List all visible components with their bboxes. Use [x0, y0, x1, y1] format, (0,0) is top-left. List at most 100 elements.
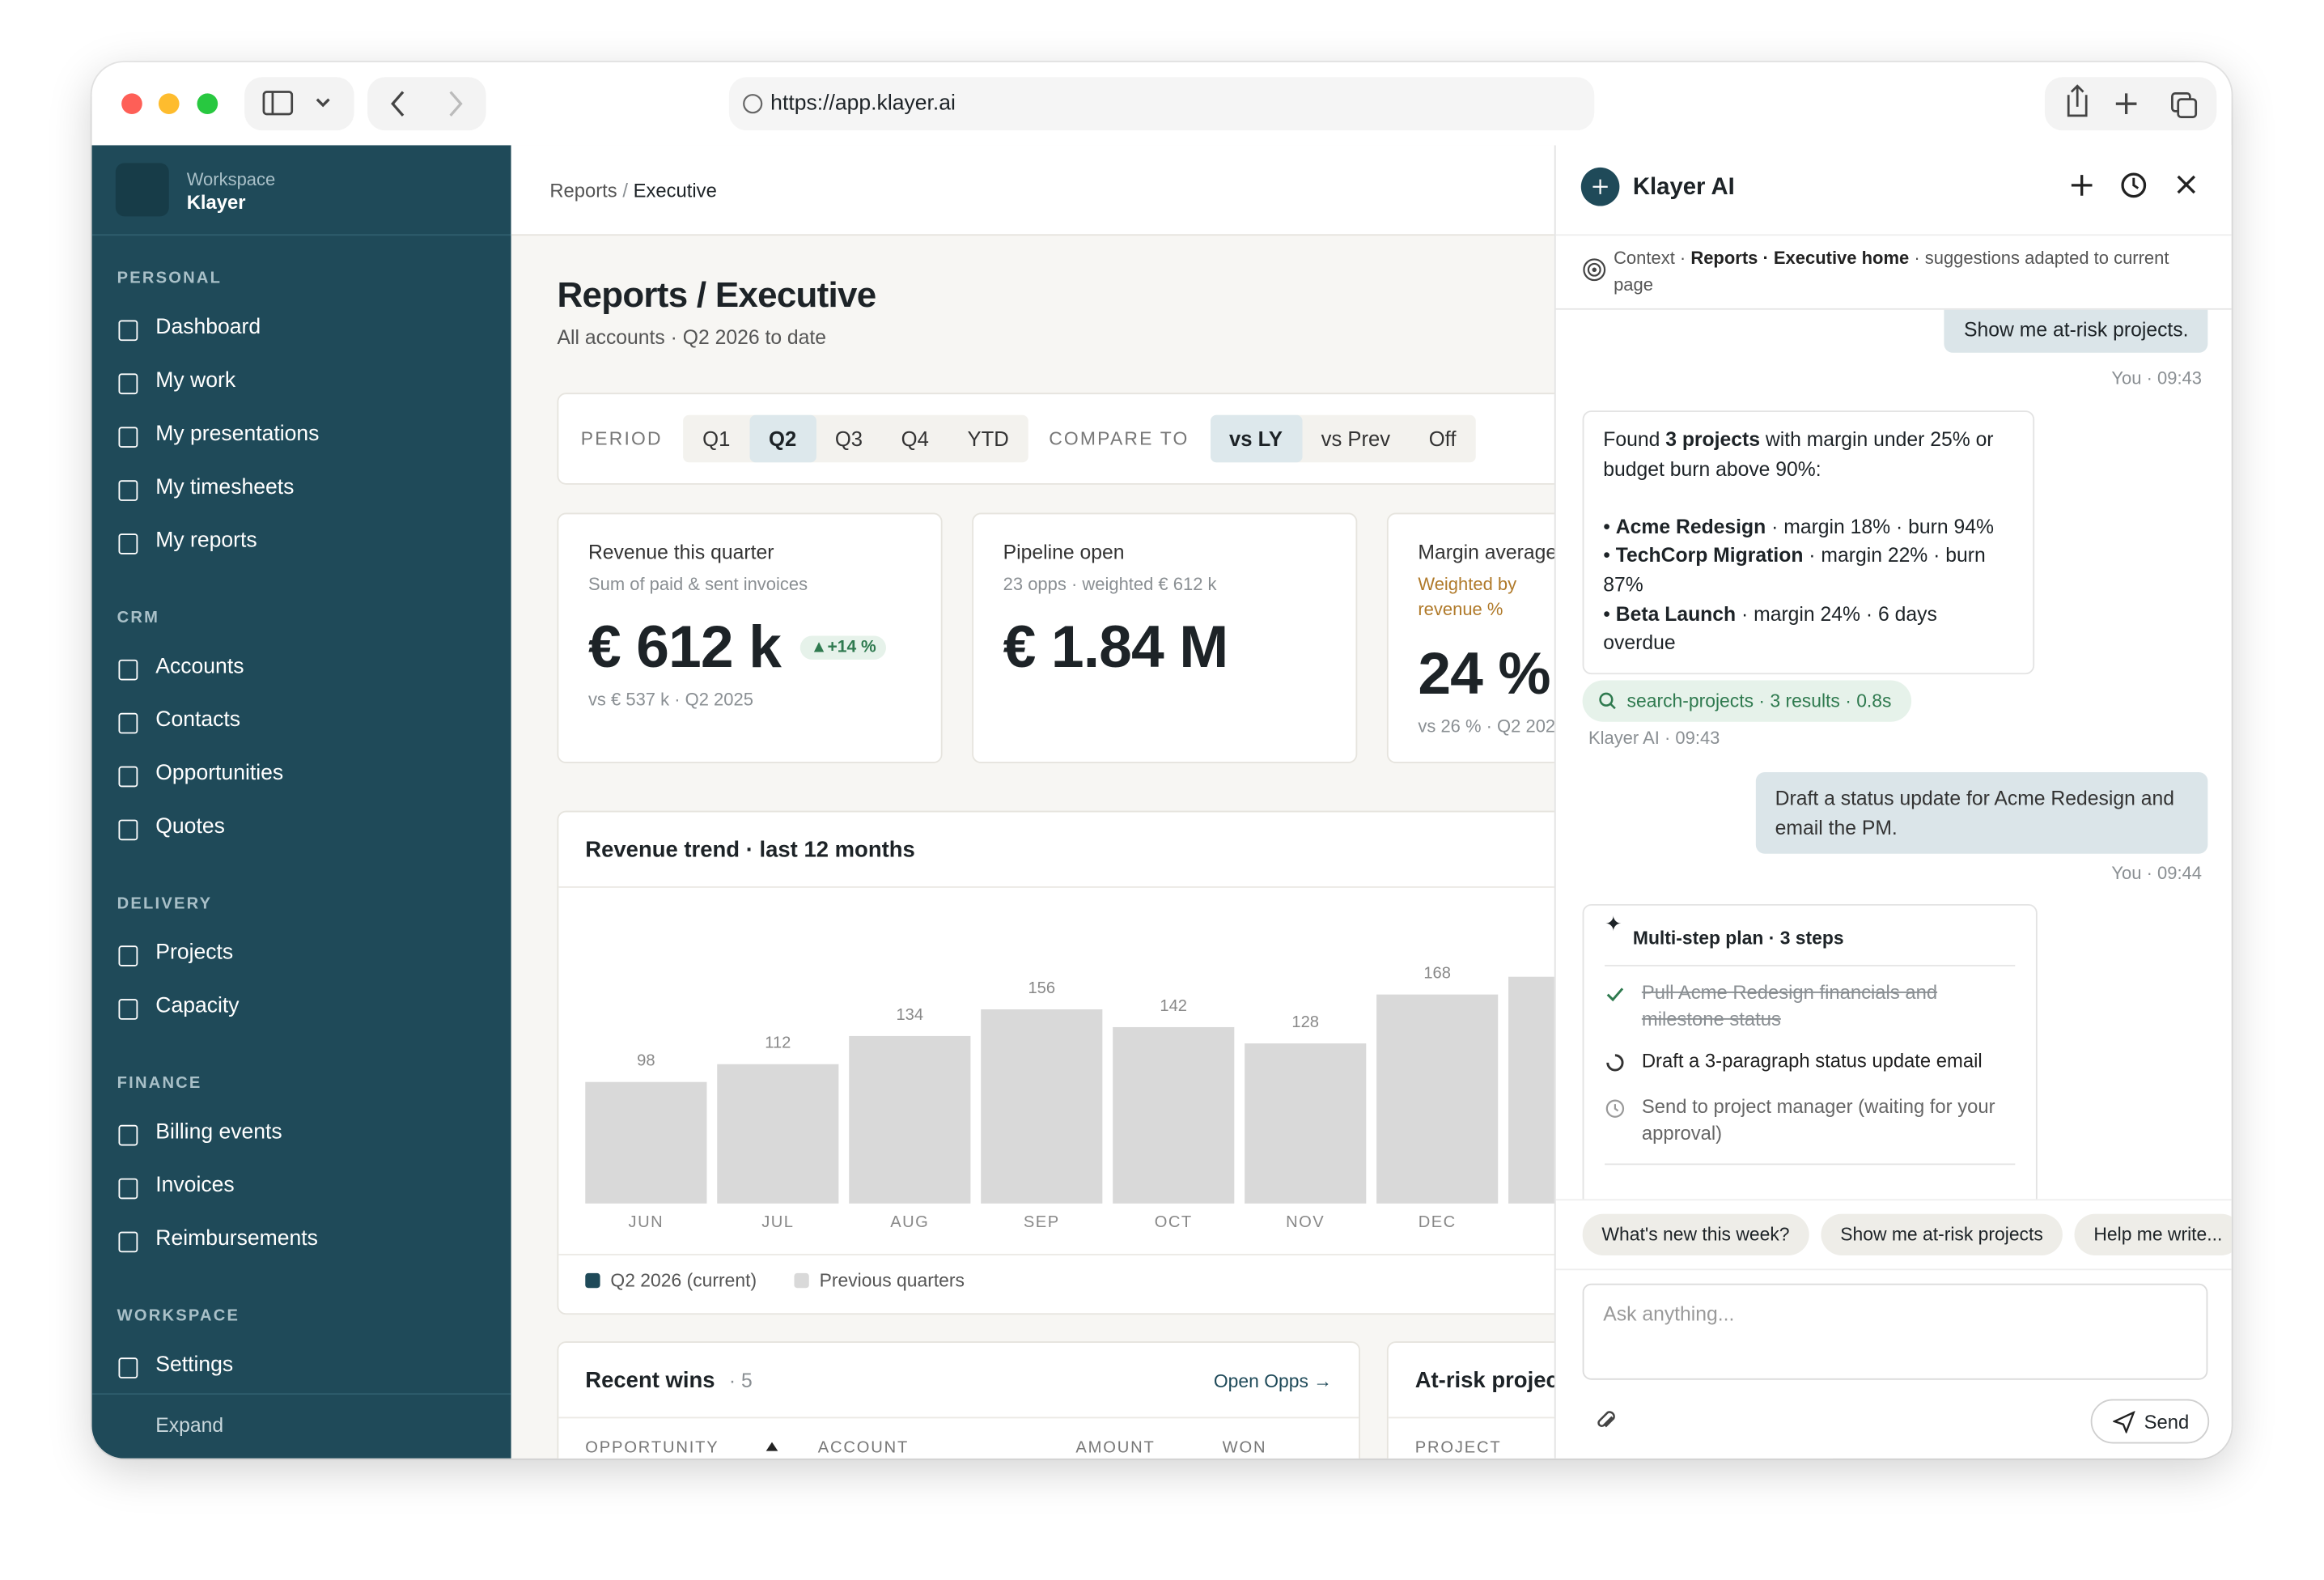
new-chat[interactable]	[2071, 175, 2093, 196]
filter-option[interactable]: Q1	[702, 427, 731, 451]
filter-option[interactable]: Off	[1428, 427, 1457, 451]
kpi-subtitle: Weighted by revenue %	[1418, 573, 1517, 620]
filter-option[interactable]: YTD	[967, 427, 1009, 451]
bot-bullet: • TechCorp Migration · margin 22% · burn…	[1603, 542, 2013, 600]
nav-item[interactable]: Projects	[155, 941, 234, 966]
bold-text: TechCorp Migration	[1615, 544, 1804, 567]
nav-icon	[118, 1124, 138, 1146]
bot-message: Found 3 projects with margin under 25% o…	[1582, 410, 2035, 674]
context-path: Reports · Executive home	[1690, 247, 1910, 269]
kpi-value: € 1.84 M	[1003, 614, 1229, 681]
divider	[1555, 1268, 2232, 1271]
divider	[91, 234, 511, 236]
divider	[1555, 234, 2232, 236]
bot-bullet: • Beta Launch · margin 24% · 6 days over…	[1603, 600, 2013, 658]
nav-item[interactable]: Accounts	[155, 655, 244, 679]
text: •	[1603, 544, 1616, 567]
filter-option[interactable]: vs Prev	[1321, 427, 1391, 451]
nav-item[interactable]: Reimbursements	[155, 1227, 318, 1251]
column-header[interactable]: ACCOUNT	[817, 1438, 910, 1457]
nav-item[interactable]: Settings	[155, 1353, 234, 1378]
message-meta: Klayer AI · 09:43	[1588, 728, 1720, 749]
text: with margin under 25% or budget burn abo…	[1603, 428, 1994, 480]
filter-option[interactable]: vs LY	[1210, 414, 1302, 463]
attach[interactable]	[1594, 1408, 1618, 1432]
bar-value-label: 134	[896, 1007, 924, 1026]
expand[interactable]: Expand	[155, 1413, 224, 1437]
page-subtitle: All accounts · Q2 2026 to date	[557, 325, 827, 349]
nav-icon	[118, 1357, 138, 1378]
nav-item[interactable]: Opportunities	[155, 762, 284, 786]
filter-option[interactable]: Q4	[901, 427, 929, 451]
table-title: Recent wins	[585, 1368, 715, 1394]
input-placeholder: Ask anything...	[1603, 1302, 1735, 1326]
kpi-value: 24 %	[1418, 641, 1550, 707]
nav-icon	[118, 766, 138, 788]
assistant-panel: Klayer AI Context · Reports · Executive …	[1554, 145, 2232, 1459]
breadcrumb-parent[interactable]: Reports	[549, 179, 617, 202]
kpi-title: Revenue this quarter	[587, 541, 774, 563]
divider	[1605, 965, 2016, 966]
bar-value-label: 142	[1160, 996, 1188, 1015]
toolbar-icons	[121, 77, 2217, 131]
nav-icon	[118, 480, 138, 501]
filter-option[interactable]: Q2	[749, 414, 816, 463]
workspace-label: Workspace	[186, 168, 276, 190]
table-link[interactable]: Open Opps →	[1213, 1370, 1333, 1392]
context-label: Context ·	[1614, 247, 1686, 269]
user-message: Show me at-risk projects.	[1944, 309, 2208, 353]
chat-input[interactable]: Ask anything...	[1582, 1283, 2208, 1380]
assistant-title: Klayer AI	[1632, 175, 1735, 201]
nav-item[interactable]: Invoices	[155, 1174, 235, 1198]
step-icon	[1605, 1098, 1626, 1119]
nav-item[interactable]: Quotes	[155, 815, 225, 839]
column-header[interactable]: AMOUNT	[1075, 1438, 1156, 1457]
column-header[interactable]: OPPORTUNITY	[585, 1438, 719, 1457]
nav-icon	[118, 659, 138, 681]
nav-item[interactable]: My reports	[155, 529, 257, 554]
x-tick-label: OCT	[1154, 1213, 1193, 1232]
context: Context · Reports · Executive home · sug…	[1614, 244, 2206, 298]
message-meta: You · 09:43	[2111, 367, 2203, 389]
kpi-delta: ▲+14 %	[799, 635, 887, 660]
suggestions: What's new this week? Show me at-risk pro…	[1582, 1213, 2232, 1259]
kpi-card: Pipeline open 23 opps · weighted € 612 k €…	[972, 512, 1358, 764]
nav-item[interactable]: My work	[155, 368, 236, 393]
nav-item[interactable]: My timesheets	[155, 475, 295, 500]
chart-title: Revenue trend · last 12 months	[585, 837, 915, 863]
sort-indicator	[765, 1442, 778, 1451]
filter-option[interactable]: Q3	[834, 427, 863, 451]
nav-item[interactable]: Capacity	[155, 994, 240, 1018]
bar	[1113, 1026, 1235, 1204]
logo	[115, 163, 169, 217]
bar	[585, 1081, 707, 1204]
nav-item[interactable]: My presentations	[155, 422, 320, 447]
divider	[91, 1393, 511, 1395]
nav-icon	[118, 1178, 138, 1200]
nav-section: CRM	[117, 609, 160, 627]
bar-value-label: 112	[765, 1034, 791, 1052]
table-count: · 5	[728, 1369, 753, 1392]
suggestion-chip[interactable]: What's new this week?	[1582, 1213, 1809, 1255]
nav-item[interactable]: Contacts	[155, 708, 241, 733]
column-header[interactable]: PROJECT	[1414, 1438, 1502, 1457]
kpi-subtitle: 23 opps · weighted € 612 k	[1003, 573, 1217, 595]
tool-chip[interactable]: search-projects · 3 results · 0.8s	[1582, 680, 1911, 722]
workspace-name[interactable]: Klayer	[186, 191, 246, 214]
nav-item[interactable]: Dashboard	[155, 316, 261, 340]
column-header[interactable]: WON	[1222, 1438, 1267, 1457]
plan-step: Draft a 3-paragraph status update email	[1641, 1049, 1983, 1072]
bot-bullet: • Acme Redesign · margin 18% · burn 94%	[1603, 512, 2013, 542]
send-button[interactable]: Send	[2090, 1399, 2210, 1444]
bold-text: Beta Launch	[1615, 602, 1737, 625]
bar	[981, 1009, 1103, 1204]
suggestion-chip[interactable]: Show me at-risk projects	[1821, 1213, 2063, 1255]
kpi-title: Pipeline open	[1003, 541, 1125, 563]
filter-group: Q1 Q2 Q3 Q4 YTD	[683, 414, 1028, 463]
kpi-footnote: vs 26 % · Q2 2025	[1418, 716, 1566, 737]
main-content: Reports / Executive Reports / Executive …	[511, 145, 1834, 1459]
url[interactable]: https://app.klayer.ai	[770, 91, 956, 116]
suggestion-chip[interactable]: Help me write...	[2074, 1213, 2232, 1255]
nav-item[interactable]: Billing events	[155, 1120, 282, 1145]
